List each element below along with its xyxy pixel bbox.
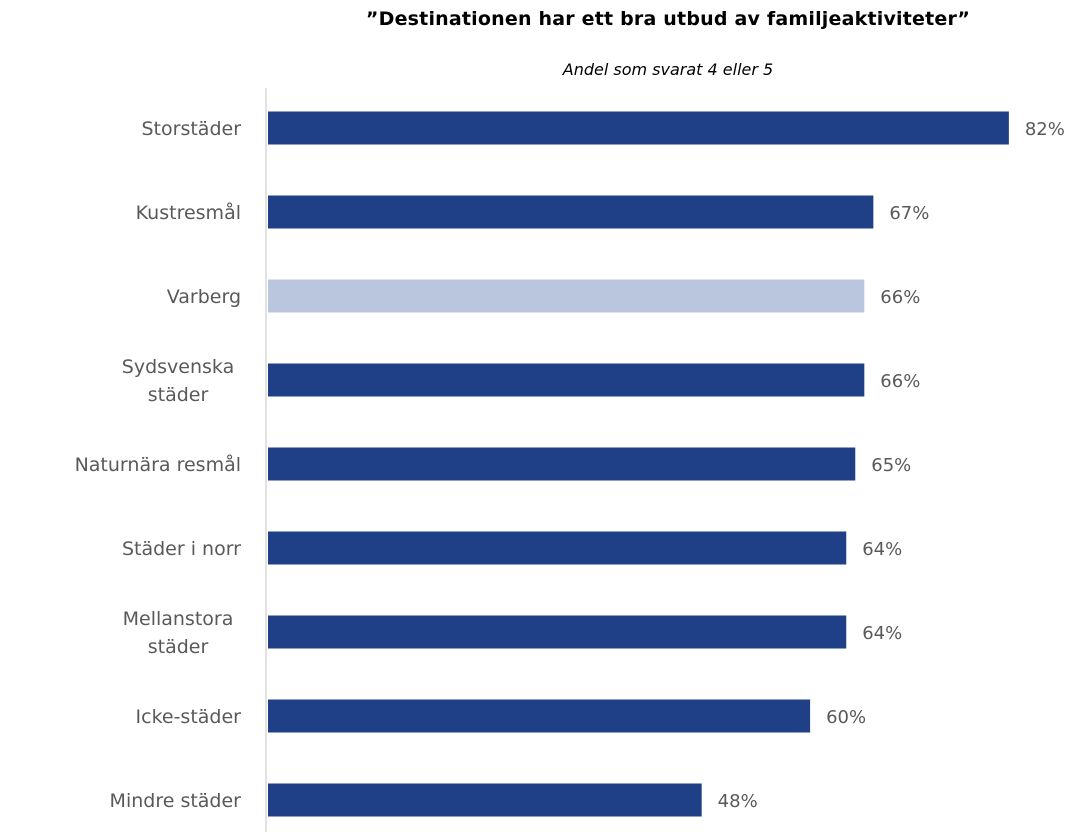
value-label-storstader: 82%	[1025, 119, 1065, 140]
category-label-mellanstora-stader: Mellanstora städer	[123, 608, 234, 658]
bar-sydsvenska-stader	[268, 363, 865, 397]
bars-group: Storstäder 82% Kustresmål 67% Varberg 66% Syds…	[75, 111, 1065, 817]
value-label-icke-stader: 60%	[826, 707, 866, 728]
category-label-naturnara-resmal: Naturnära resmål	[75, 453, 241, 476]
category-label-stader-i-norr: Städer i norr	[122, 538, 241, 560]
value-label-kustresmal: 67%	[889, 203, 929, 224]
bar-stader-i-norr	[268, 531, 847, 565]
category-label-kustresmal: Kustresmål	[136, 201, 241, 224]
bar-icke-stader	[268, 699, 811, 733]
value-label-mindre-stader: 48%	[718, 791, 758, 812]
category-label-varberg: Varberg	[167, 286, 241, 308]
category-label-sydsvenska-stader: Sydsvenska städer	[122, 356, 234, 406]
value-label-varberg: 66%	[880, 287, 920, 308]
value-label-mellanstora-stader: 64%	[862, 623, 902, 644]
bar-kustresmal	[268, 195, 874, 229]
chart-subtitle: Andel som svarat 4 eller 5	[562, 60, 774, 79]
value-label-naturnara-resmal: 65%	[871, 455, 911, 476]
bar-mellanstora-stader	[268, 615, 847, 649]
chart-title: ”Destinationen har ett bra utbud av fami…	[365, 8, 971, 30]
bar-varberg	[268, 279, 865, 313]
bar-mindre-stader	[268, 783, 702, 817]
value-label-stader-i-norr: 64%	[862, 539, 902, 560]
category-label-storstader: Storstäder	[142, 118, 242, 140]
category-label-mindre-stader: Mindre städer	[110, 790, 242, 812]
bar-naturnara-resmal	[268, 447, 856, 481]
bar-storstader	[268, 111, 1009, 145]
value-label-sydsvenska-stader: 66%	[880, 371, 920, 392]
category-label-icke-stader: Icke-städer	[136, 706, 242, 728]
